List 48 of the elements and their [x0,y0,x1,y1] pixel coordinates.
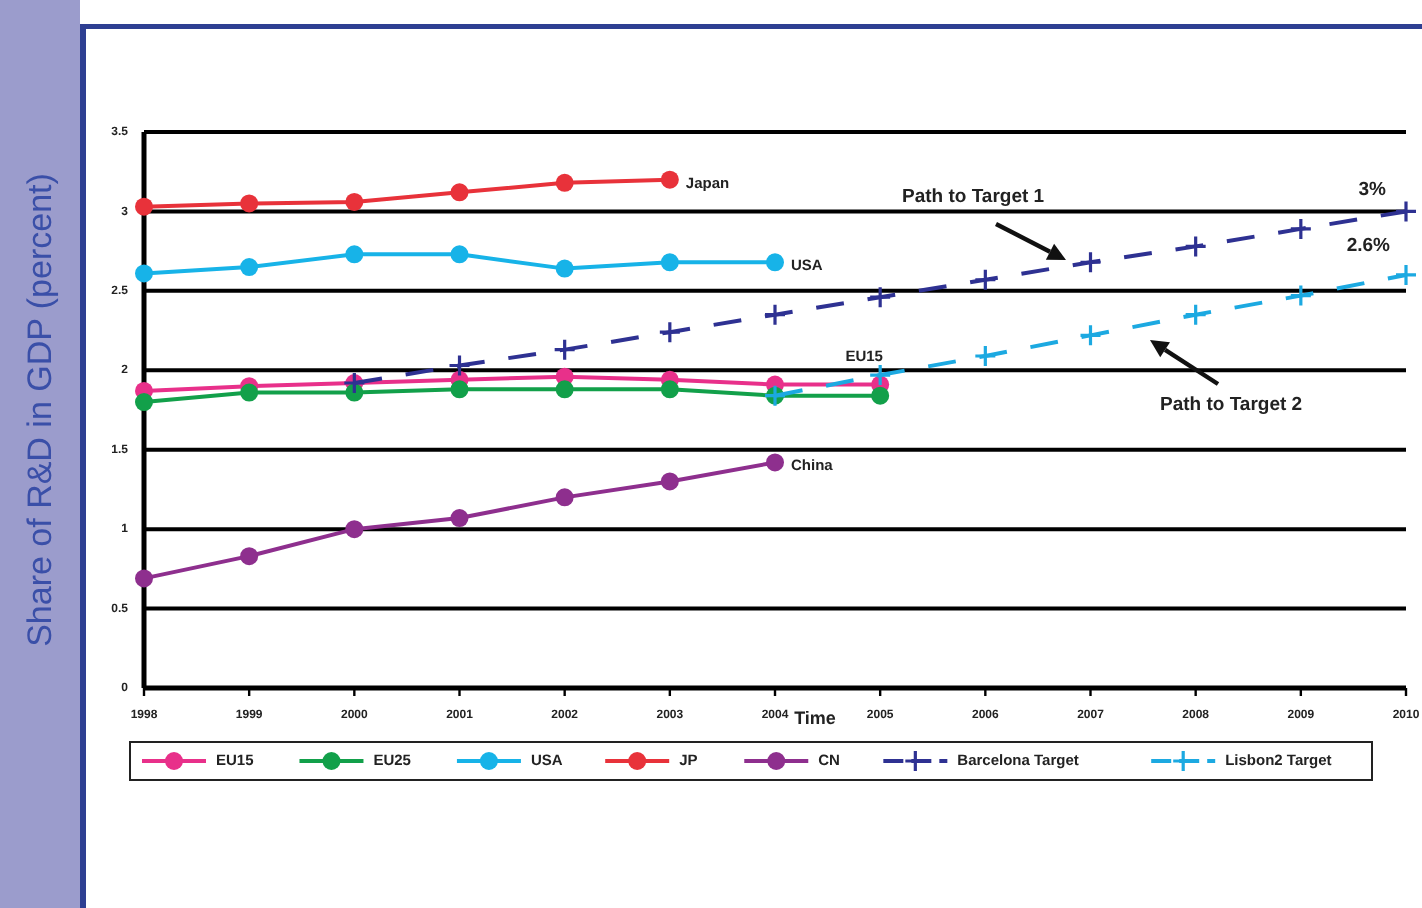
point [766,453,784,472]
point [240,194,259,213]
point [973,344,997,368]
point [555,488,574,507]
x-axis-title: Time [794,708,836,728]
point [450,183,469,202]
y-axis-title: Share of R&D in GDP (percent) [20,173,59,647]
point [1078,323,1103,347]
point [1289,217,1313,241]
point [763,303,787,327]
point [1078,250,1103,274]
point [868,363,892,387]
point [450,380,469,399]
point [345,520,364,539]
annotation: 2.6% [1346,234,1392,257]
point [447,353,472,378]
point [658,320,682,344]
point [1289,284,1313,308]
point [345,245,364,264]
point [1394,199,1418,224]
annotation: Path to Target 1 [902,186,1046,208]
point [660,472,679,491]
point [555,259,574,278]
annotation: 3% [1358,179,1388,202]
point [450,509,469,528]
point [660,253,679,272]
point [553,338,577,362]
point [1184,303,1208,327]
point [871,386,890,405]
point [555,173,574,192]
point [660,380,679,399]
point [868,285,892,309]
point [555,380,574,399]
point [135,393,153,412]
point [766,253,784,272]
point [135,197,153,216]
point [240,383,259,402]
point [135,569,153,588]
point [135,264,153,283]
point [660,170,679,189]
point [450,245,469,264]
point [345,192,364,211]
point [973,268,997,292]
annotation: Path to Target 2 [1160,394,1303,416]
point [240,258,259,277]
point [240,547,259,566]
point [1394,263,1418,287]
point [1184,234,1208,258]
